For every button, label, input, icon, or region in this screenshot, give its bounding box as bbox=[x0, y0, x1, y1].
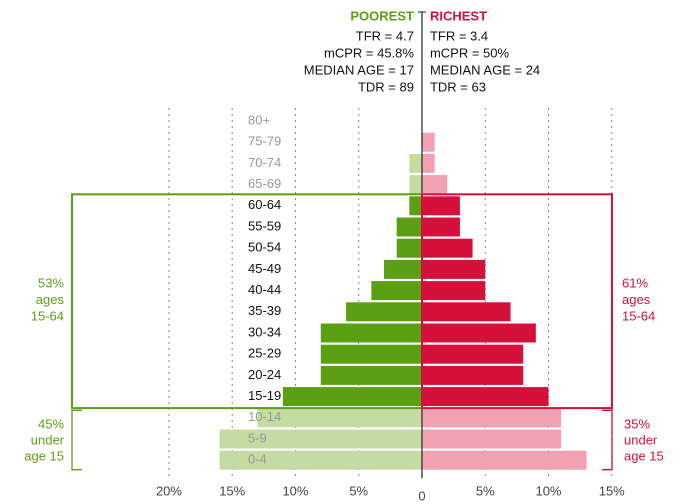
category-label: 75-79 bbox=[248, 134, 281, 149]
category-label: 5-9 bbox=[248, 430, 267, 445]
category-label: 55-59 bbox=[248, 218, 281, 233]
stat-line: TDR = 63 bbox=[430, 79, 486, 94]
series-name: RICHEST bbox=[430, 8, 487, 23]
bar bbox=[421, 259, 486, 279]
bar bbox=[219, 429, 422, 449]
category-label: 50-54 bbox=[248, 240, 281, 255]
x-tick-label: 15% bbox=[599, 483, 625, 498]
bar bbox=[257, 408, 422, 428]
category-label: 80+ bbox=[248, 112, 270, 127]
series-name: POOREST bbox=[350, 8, 414, 23]
stat-line: mCPR = 45.8% bbox=[324, 45, 414, 60]
bar bbox=[421, 238, 473, 258]
group-label: 35% bbox=[624, 416, 650, 431]
category-label: 70-74 bbox=[248, 155, 281, 170]
bar bbox=[320, 344, 422, 364]
bar bbox=[421, 429, 562, 449]
category-label: 40-44 bbox=[248, 282, 281, 297]
bar bbox=[396, 217, 422, 237]
bar bbox=[421, 365, 524, 385]
stat-line: MEDIAN AGE = 17 bbox=[304, 62, 414, 77]
stat-line: TDR = 89 bbox=[358, 79, 414, 94]
group-label: under bbox=[624, 432, 658, 447]
category-label: 45-49 bbox=[248, 261, 281, 276]
stat-line: MEDIAN AGE = 24 bbox=[430, 62, 540, 77]
bar bbox=[421, 196, 460, 216]
bar bbox=[384, 259, 422, 279]
bar bbox=[421, 153, 435, 173]
category-label: 30-34 bbox=[248, 324, 281, 339]
bar bbox=[421, 450, 587, 470]
group-label: ages bbox=[36, 292, 65, 307]
bar bbox=[346, 302, 422, 322]
category-label: 65-69 bbox=[248, 176, 281, 191]
group-label: 15-64 bbox=[622, 309, 655, 324]
bar bbox=[421, 132, 435, 152]
stat-line: TFR = 3.4 bbox=[430, 28, 488, 43]
category-label: 15-19 bbox=[248, 388, 281, 403]
group-bracket bbox=[602, 409, 613, 471]
group-label: age 15 bbox=[24, 448, 64, 463]
x-tick-label: 10% bbox=[282, 483, 308, 498]
bar bbox=[320, 365, 422, 385]
bar bbox=[409, 175, 422, 195]
bar bbox=[421, 281, 486, 301]
group-label: 15-64 bbox=[31, 309, 64, 324]
bar bbox=[219, 450, 422, 470]
category-label: 10-14 bbox=[248, 409, 281, 424]
bar bbox=[371, 281, 422, 301]
category-label: 25-29 bbox=[248, 346, 281, 361]
x-tick-label: 5% bbox=[476, 483, 495, 498]
bar bbox=[421, 387, 549, 407]
group-label: 53% bbox=[38, 276, 64, 291]
stat-line: TFR = 4.7 bbox=[356, 28, 414, 43]
bar bbox=[421, 175, 448, 195]
group-label: 45% bbox=[38, 416, 64, 431]
group-bracket bbox=[71, 409, 82, 471]
x-tick-label: 20% bbox=[156, 483, 182, 498]
category-label: 20-24 bbox=[248, 367, 281, 382]
bar bbox=[320, 323, 422, 343]
group-label: 61% bbox=[622, 276, 648, 291]
category-label: 35-39 bbox=[248, 303, 281, 318]
category-label: 0-4 bbox=[248, 452, 267, 467]
bar bbox=[421, 323, 536, 343]
group-label: age 15 bbox=[624, 448, 664, 463]
bar bbox=[421, 217, 460, 237]
bar bbox=[421, 302, 511, 322]
group-box bbox=[420, 193, 614, 410]
bar bbox=[409, 196, 422, 216]
bar bbox=[282, 387, 422, 407]
group-label: under bbox=[31, 432, 65, 447]
category-label: 60-64 bbox=[248, 197, 281, 212]
x-tick-label: 10% bbox=[535, 483, 561, 498]
bar bbox=[396, 238, 422, 258]
x-tick-label: 15% bbox=[219, 483, 245, 498]
group-label: ages bbox=[622, 292, 651, 307]
bar bbox=[421, 344, 524, 364]
x-tick-label: 0 bbox=[418, 488, 425, 503]
x-tick-label: 5% bbox=[349, 483, 368, 498]
bar bbox=[421, 408, 562, 428]
stat-line: mCPR = 50% bbox=[430, 45, 510, 60]
bar bbox=[409, 153, 422, 173]
